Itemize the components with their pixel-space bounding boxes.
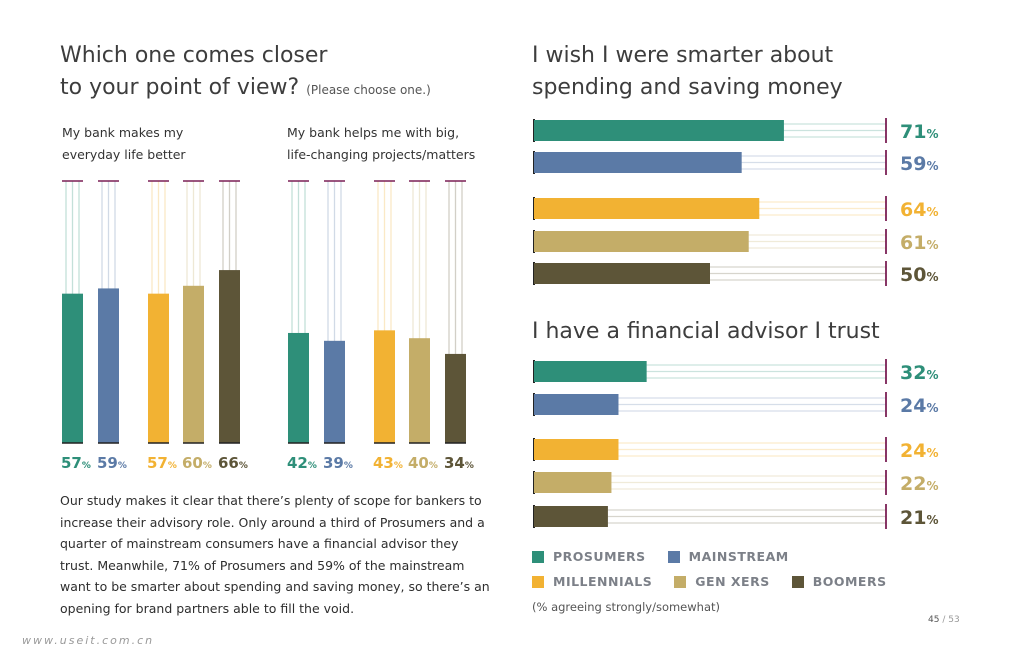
vbar-label-unit-gen-xers-g1: % — [203, 461, 212, 471]
hbar-label-unit-c2-prosumers: % — [926, 368, 938, 382]
hbar-label-c1-millennials: 64% — [900, 199, 938, 221]
hbar-label-unit-c2-gen-xers: % — [926, 479, 938, 493]
vbar-mainstream-g2 — [324, 340, 345, 443]
group-label-big-projects-line1: My bank helps me with big, — [287, 125, 460, 140]
page-number: 45 / 53 — [928, 615, 960, 625]
hbar-c1-prosumers — [534, 120, 784, 141]
vbar-millennials-g1 — [148, 293, 169, 443]
hbar-label-c1-mainstream: 59% — [900, 153, 938, 175]
vbar-label-boomers-g1: 66% — [218, 454, 248, 472]
vbar-label-unit-gen-xers-g2: % — [429, 461, 438, 471]
vbar-label-gen-xers-g2: 40% — [408, 454, 438, 472]
right-top-title-line2: spending and saving money — [532, 75, 843, 100]
vbar-label-mainstream-g1: 59% — [97, 454, 127, 472]
hbar-label-unit-c1-mainstream: % — [926, 159, 938, 173]
vbar-label-unit-mainstream-g1: % — [118, 461, 127, 471]
hbar-label-unit-c1-gen-xers: % — [926, 238, 938, 252]
vbar-gen-xers-g2 — [409, 338, 430, 443]
hbar-c2-mainstream — [534, 394, 619, 415]
hbar-label-c2-gen-xers: 22% — [900, 473, 938, 495]
vbar-label-unit-millennials-g2: % — [394, 461, 403, 471]
hbar-c1-mainstream — [534, 152, 742, 173]
legend-item-mainstream: MAINSTREAM — [667, 549, 789, 564]
vbar-label-unit-boomers-g1: % — [239, 461, 248, 471]
vbar-label-millennials-g2: 43% — [373, 454, 403, 472]
vbar-label-unit-millennials-g1: % — [168, 461, 177, 471]
hbar-c1-gen-xers — [534, 231, 749, 252]
vbar-label-mainstream-g2: 39% — [323, 454, 353, 472]
hbar-label-c2-boomers: 21% — [900, 507, 938, 529]
legend-item-boomers: BOOMERS — [791, 574, 887, 589]
horizontal-bar-charts: 71% 59% 64% 61% 50% 32% 24% 24% 22% 21% — [533, 118, 938, 529]
legend-label-boomers: BOOMERS — [812, 574, 887, 589]
left-chart-title: Which one comes closer to your point of … — [60, 40, 431, 106]
watermark: www.useit.com.cn — [22, 634, 155, 647]
vbar-label-boomers-g2: 34% — [444, 454, 474, 472]
legend-label-mainstream: MAINSTREAM — [688, 549, 789, 564]
hbar-c1-boomers — [534, 263, 710, 284]
hbar-label-c2-millennials: 24% — [900, 440, 938, 462]
hbar-c2-boomers — [534, 506, 608, 527]
vbar-label-unit-mainstream-g2: % — [344, 461, 353, 471]
vbar-label-unit-prosumers-g2: % — [308, 461, 317, 471]
hbar-label-unit-c2-boomers: % — [926, 513, 938, 527]
vbar-gen-xers-g1 — [183, 285, 204, 443]
legend-label-millennials: MILLENNIALS — [553, 574, 653, 589]
right-bottom-title: I have a financial advisor I trust — [532, 319, 880, 344]
hbar-label-unit-c1-millennials: % — [926, 205, 938, 219]
hbar-c2-gen-xers — [534, 472, 612, 493]
vbar-label-unit-boomers-g2: % — [465, 461, 474, 471]
hbar-c1-millennials — [534, 198, 760, 219]
legend-item-millennials: MILLENNIALS — [532, 574, 652, 589]
left-title-sub: (Please choose one.) — [306, 83, 431, 97]
page-current: 45 — [928, 615, 940, 625]
vbar-label-unit-prosumers-g1: % — [82, 461, 91, 471]
hbar-label-c1-prosumers: 71% — [900, 121, 938, 143]
legend-swatch-mainstream — [667, 550, 680, 563]
hbar-label-c1-boomers: 50% — [900, 264, 938, 286]
vbar-label-prosumers-g2: 42% — [287, 454, 317, 472]
vbar-mainstream-g1 — [98, 288, 119, 443]
group-label-big-projects-line2: life-changing projects/matters — [287, 147, 476, 162]
right-top-title-line1: I wish I were smarter about — [532, 43, 834, 68]
body-paragraph: Our study makes it clear that there’s pl… — [60, 493, 490, 616]
legend-label-gen-xers: GEN XERS — [695, 574, 770, 589]
legend-item-prosumers: PROSUMERS — [532, 549, 646, 564]
hbar-label-c2-prosumers: 32% — [900, 362, 938, 384]
footnote: (% agreeing strongly/somewhat) — [532, 600, 720, 614]
legend-label-prosumers: PROSUMERS — [553, 549, 646, 564]
vbar-prosumers-g1 — [62, 293, 83, 443]
legend-swatch-boomers — [791, 575, 804, 588]
hbar-label-c1-gen-xers: 61% — [900, 232, 938, 254]
legend: PROSUMERS MAINSTREAM MILLENNIALS GEN XER… — [532, 549, 932, 599]
hbar-label-unit-c1-boomers: % — [926, 270, 938, 284]
legend-swatch-prosumers — [532, 550, 544, 563]
hbar-c2-millennials — [534, 439, 619, 460]
vbar-boomers-g2 — [445, 353, 466, 443]
left-title-line2: to your point of view? — [60, 75, 300, 100]
vbar-prosumers-g2 — [288, 332, 309, 443]
group-label-everyday: My bank makes my everyday life better — [62, 122, 186, 166]
hbar-label-unit-c2-millennials: % — [926, 446, 938, 460]
group-label-big-projects: My bank helps me with big, life-changing… — [287, 122, 475, 166]
hbar-label-c2-mainstream: 24% — [900, 395, 938, 417]
vbar-boomers-g1 — [219, 270, 240, 443]
hbar-c2-prosumers — [534, 361, 647, 382]
left-title-line1: Which one comes closer — [60, 43, 328, 68]
hbar-label-unit-c1-prosumers: % — [926, 127, 938, 141]
vertical-bar-chart: 57% 59% 57% 60% 66% 42% 39% 43% 40% 34% — [61, 180, 474, 472]
legend-item-gen-xers: GEN XERS — [674, 574, 769, 589]
vbar-millennials-g2 — [374, 330, 395, 443]
legend-swatch-gen-xers — [674, 575, 687, 588]
legend-swatch-millennials — [532, 575, 544, 588]
vbar-label-prosumers-g1: 57% — [61, 454, 91, 472]
right-top-title: I wish I were smarter about spending and… — [532, 40, 843, 104]
group-label-everyday-line2: everyday life better — [62, 147, 186, 162]
hbar-label-unit-c2-mainstream: % — [926, 401, 938, 415]
group-label-everyday-line1: My bank makes my — [62, 125, 184, 140]
vbar-label-gen-xers-g1: 60% — [182, 454, 212, 472]
vbar-label-millennials-g1: 57% — [147, 454, 177, 472]
page-total: / 53 — [942, 615, 960, 625]
